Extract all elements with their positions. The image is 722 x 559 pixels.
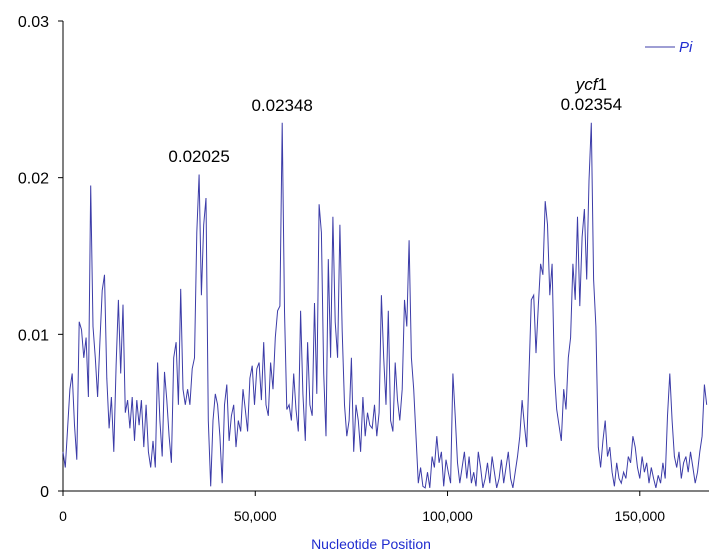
y-axis-ticks: 0 0.01 0.02 0.03 — [18, 14, 63, 501]
x-tick-label: 100,000 — [422, 508, 473, 524]
x-axis-label: Nucleotide Position — [311, 536, 431, 552]
y-tick-label: 0.02 — [18, 171, 49, 188]
peak-gene-label: ycf1 — [575, 75, 607, 94]
x-axis-ticks: 0 50,000 100,000 150,000 — [59, 491, 665, 524]
legend-label-pi: Pi — [679, 39, 693, 56]
x-tick-label: 150,000 — [614, 508, 665, 524]
legend: Pi — [645, 39, 693, 56]
y-tick-label: 0.01 — [18, 327, 49, 344]
series-line-pi — [62, 122, 708, 489]
x-tick-label: 50,000 — [234, 508, 277, 524]
peak-value-label: 0.02348 — [251, 96, 312, 115]
y-tick-label: 0 — [40, 484, 49, 501]
x-tick-label: 0 — [59, 508, 67, 524]
peak-value-label: 0.02354 — [561, 95, 622, 114]
peak-value-label: 0.02025 — [168, 147, 229, 166]
y-tick-label: 0.03 — [18, 14, 49, 31]
